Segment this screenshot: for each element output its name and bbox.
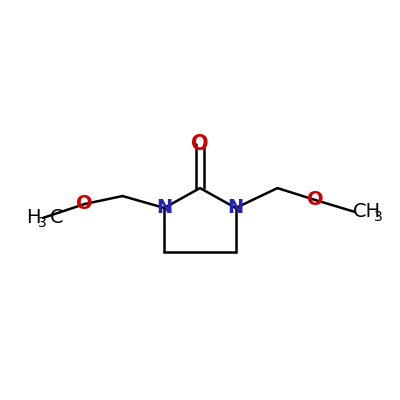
Text: O: O <box>307 190 324 210</box>
Text: 3: 3 <box>374 210 382 224</box>
Text: 3: 3 <box>38 216 46 230</box>
Text: CH: CH <box>353 202 381 222</box>
Text: H: H <box>27 208 41 227</box>
Text: O: O <box>76 194 93 214</box>
Text: N: N <box>156 198 172 218</box>
Text: O: O <box>191 134 209 154</box>
Text: N: N <box>228 198 244 218</box>
Text: C: C <box>50 208 64 227</box>
